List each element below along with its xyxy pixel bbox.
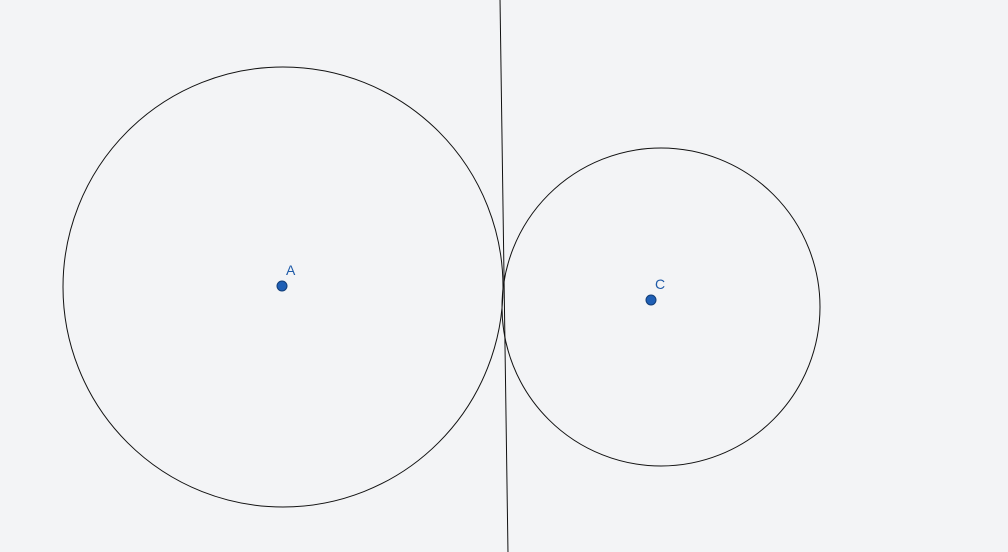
circle-c[interactable] — [501, 147, 821, 467]
point-c-marker[interactable] — [645, 294, 657, 306]
tangent-line[interactable] — [499, 0, 509, 552]
point-c-label: C — [655, 276, 665, 292]
point-a-marker[interactable] — [276, 280, 288, 292]
point-a-label: A — [286, 262, 296, 278]
